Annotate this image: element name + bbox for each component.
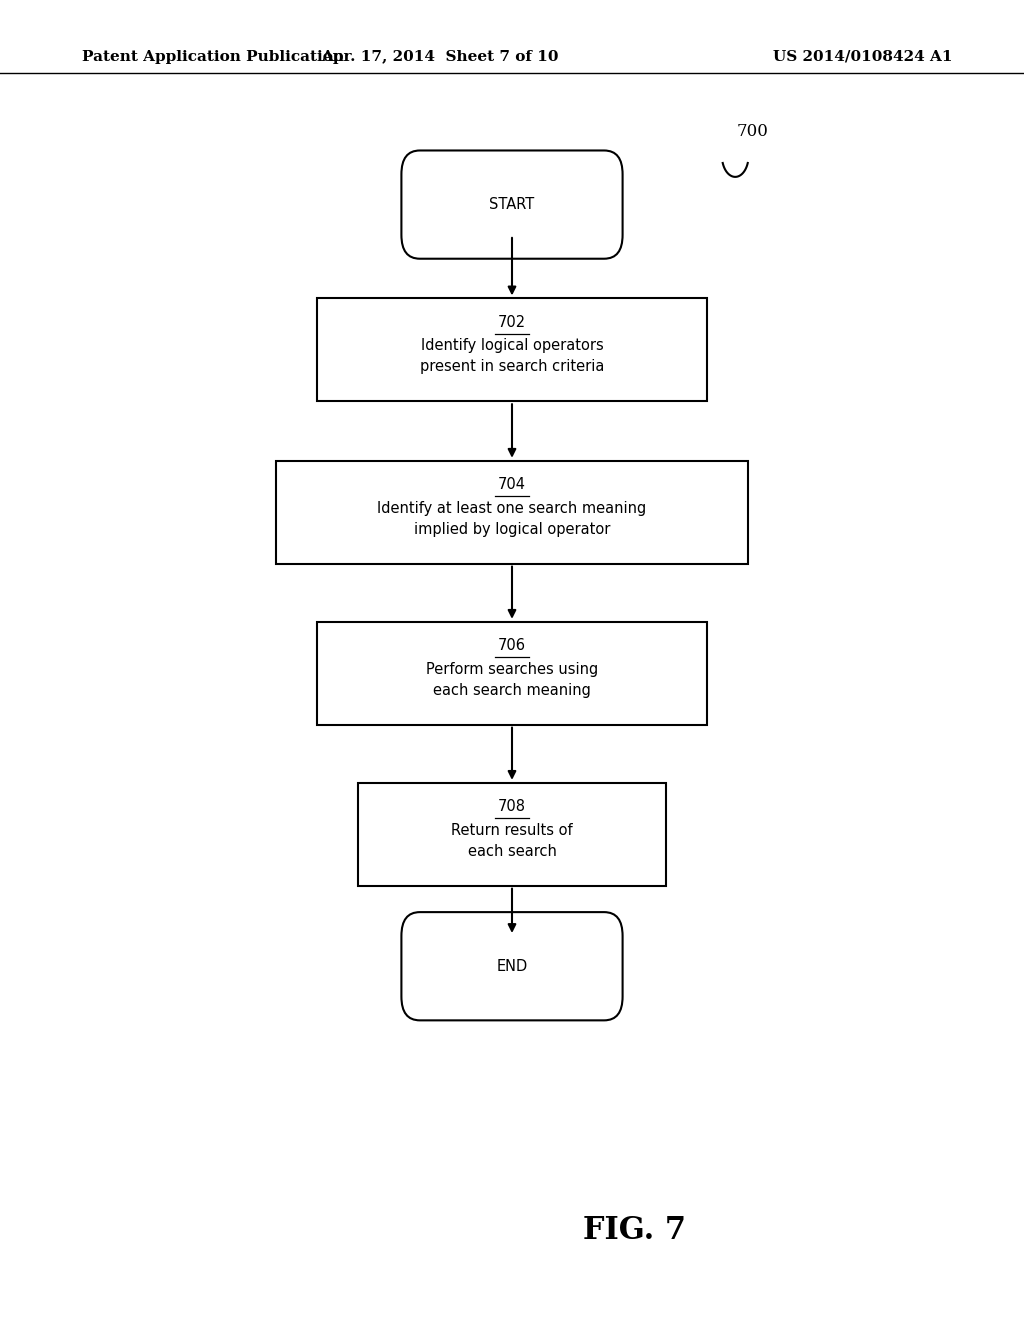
Text: START: START <box>489 197 535 213</box>
Text: 706: 706 <box>498 638 526 653</box>
Bar <box>317 622 707 725</box>
Bar <box>317 298 707 401</box>
Text: Patent Application Publication: Patent Application Publication <box>82 50 344 63</box>
Text: END: END <box>497 958 527 974</box>
FancyBboxPatch shape <box>401 912 623 1020</box>
Text: 700: 700 <box>736 124 769 140</box>
Text: Identify logical operators
present in search criteria: Identify logical operators present in se… <box>420 338 604 375</box>
Text: Identify at least one search meaning
implied by logical operator: Identify at least one search meaning imp… <box>378 500 646 537</box>
Text: Apr. 17, 2014  Sheet 7 of 10: Apr. 17, 2014 Sheet 7 of 10 <box>322 50 559 63</box>
Text: Return results of
each search: Return results of each search <box>452 822 572 859</box>
Text: 702: 702 <box>498 314 526 330</box>
Text: US 2014/0108424 A1: US 2014/0108424 A1 <box>773 50 952 63</box>
Text: FIG. 7: FIG. 7 <box>584 1214 686 1246</box>
Text: 704: 704 <box>498 477 526 492</box>
Bar <box>358 783 666 886</box>
Text: 708: 708 <box>498 799 526 814</box>
Bar <box>276 461 748 564</box>
FancyBboxPatch shape <box>401 150 623 259</box>
Text: Perform searches using
each search meaning: Perform searches using each search meani… <box>426 661 598 698</box>
